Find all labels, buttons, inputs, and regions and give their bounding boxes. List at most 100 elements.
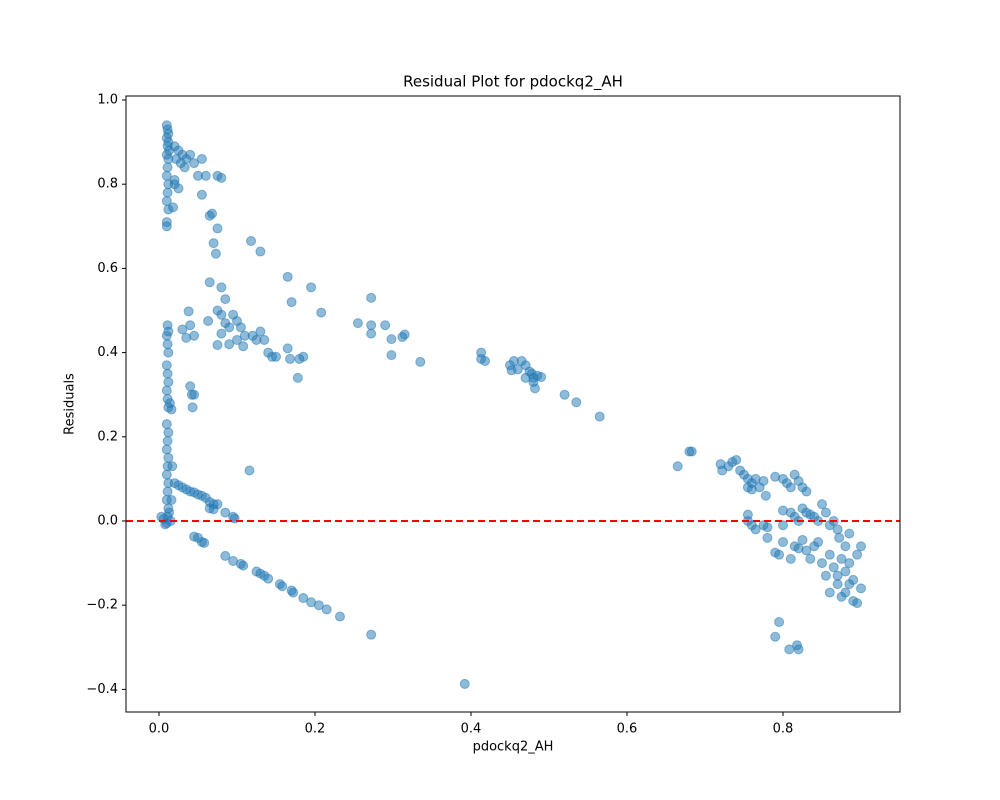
- point: [162, 162, 173, 173]
- point: [316, 307, 327, 318]
- point: [212, 340, 223, 351]
- point: [366, 320, 377, 331]
- point: [288, 587, 299, 598]
- point: [792, 640, 803, 651]
- x-tick-label: 0.4: [461, 722, 482, 737]
- point: [746, 484, 757, 495]
- point: [760, 490, 771, 501]
- point: [844, 528, 855, 539]
- point: [805, 553, 816, 564]
- x-tick-label: 0.8: [773, 722, 794, 737]
- point: [162, 339, 173, 350]
- point: [762, 522, 773, 533]
- chart-title: Residual Plot for pdockq2_AH: [403, 73, 623, 92]
- point: [163, 427, 174, 438]
- point: [161, 360, 172, 371]
- point: [852, 549, 863, 560]
- point: [163, 377, 174, 388]
- point: [834, 532, 845, 543]
- point: [840, 587, 851, 598]
- point: [220, 550, 231, 561]
- point: [185, 320, 196, 331]
- point: [200, 170, 211, 181]
- point: [855, 583, 866, 594]
- point: [801, 486, 812, 497]
- point: [459, 678, 470, 689]
- point: [397, 332, 408, 343]
- point: [166, 494, 177, 505]
- point: [366, 292, 377, 303]
- point: [298, 593, 309, 604]
- point: [506, 365, 517, 376]
- point: [559, 389, 570, 400]
- point: [520, 372, 531, 383]
- point: [321, 604, 332, 615]
- point: [167, 461, 178, 472]
- point: [777, 520, 788, 531]
- point: [177, 324, 188, 335]
- point: [820, 507, 831, 518]
- point: [286, 297, 297, 308]
- point: [313, 600, 324, 611]
- point: [185, 149, 196, 160]
- point: [285, 353, 296, 364]
- y-tick-label: 0.2: [97, 429, 118, 444]
- point: [270, 351, 281, 362]
- point: [238, 341, 249, 352]
- point: [415, 356, 426, 367]
- point: [246, 236, 257, 247]
- point: [785, 553, 796, 564]
- point: [832, 570, 843, 581]
- point: [163, 347, 174, 358]
- x-tick-label: 0.0: [149, 722, 170, 737]
- point: [161, 469, 172, 480]
- point: [820, 570, 831, 581]
- point: [386, 334, 397, 345]
- point: [162, 486, 173, 497]
- y-axis-label: Residuals: [63, 373, 78, 435]
- point: [840, 566, 851, 577]
- point: [536, 372, 547, 383]
- point: [164, 507, 175, 518]
- point: [824, 587, 835, 598]
- point: [212, 223, 223, 234]
- point: [231, 334, 242, 345]
- point: [207, 208, 218, 219]
- point: [216, 328, 227, 339]
- point: [187, 402, 198, 413]
- point: [844, 558, 855, 569]
- point: [189, 389, 200, 400]
- point: [282, 271, 293, 282]
- point: [196, 153, 207, 164]
- y-tick-label: 1.0: [97, 92, 118, 107]
- point: [216, 309, 227, 320]
- point: [220, 507, 231, 518]
- x-tick-label: 0.2: [305, 722, 326, 737]
- point: [672, 461, 683, 472]
- point: [594, 411, 605, 422]
- point: [774, 617, 785, 628]
- point: [282, 343, 293, 354]
- point: [770, 631, 781, 642]
- point: [162, 368, 173, 379]
- point: [571, 397, 582, 408]
- point: [161, 221, 172, 232]
- point: [183, 306, 194, 317]
- point: [731, 454, 742, 465]
- y-tick-label: 0.6: [97, 261, 118, 276]
- x-tick-label: 0.6: [617, 722, 638, 737]
- point: [169, 179, 180, 190]
- y-tick-label: 0.4: [97, 345, 118, 360]
- point: [168, 202, 179, 213]
- point: [255, 326, 266, 337]
- point: [179, 162, 190, 173]
- point: [220, 294, 231, 305]
- point: [161, 444, 172, 455]
- point: [164, 398, 175, 409]
- point: [189, 330, 200, 341]
- point: [824, 549, 835, 560]
- point: [774, 549, 785, 560]
